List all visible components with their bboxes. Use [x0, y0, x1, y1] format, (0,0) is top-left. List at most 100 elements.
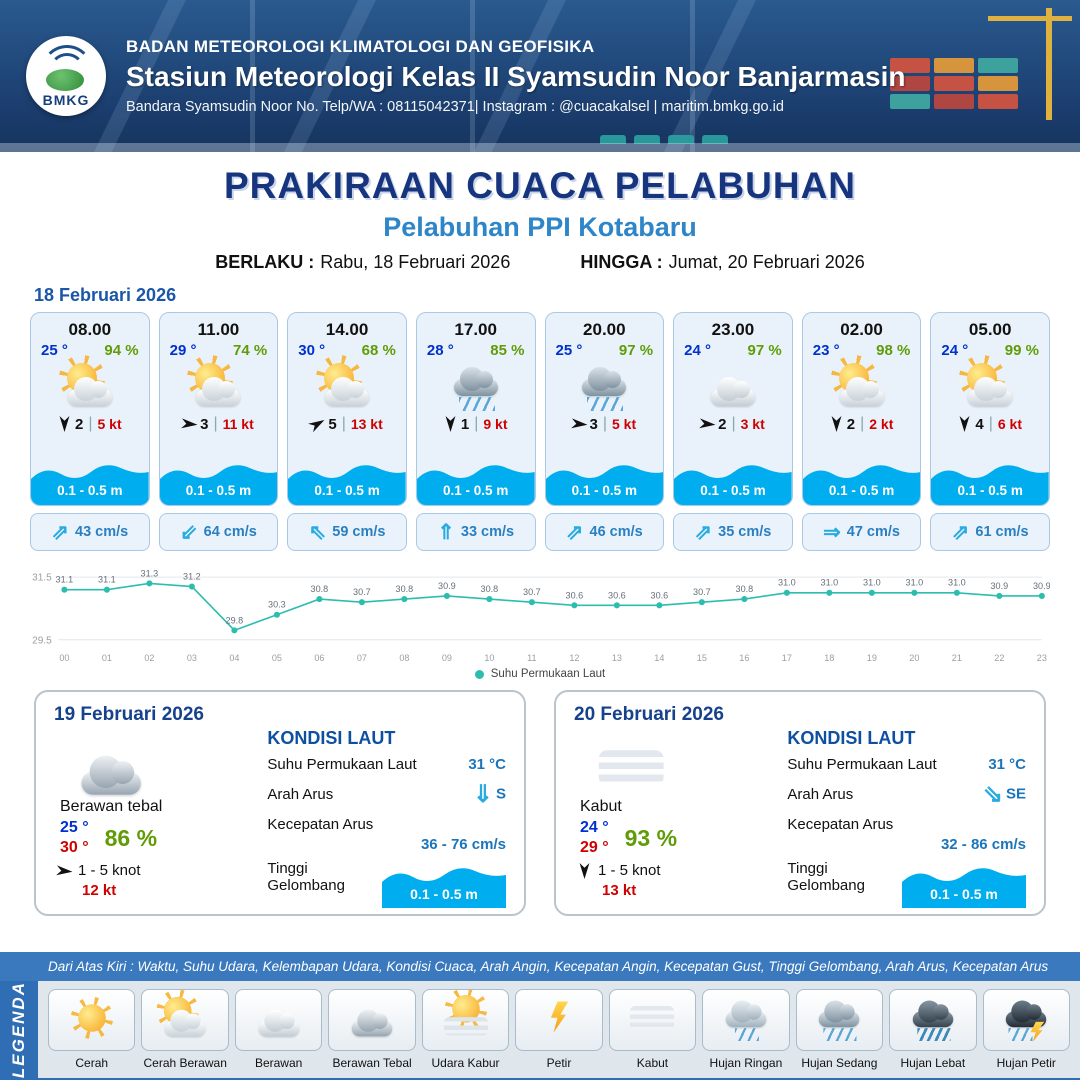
- wave-height: 0.1 - 0.5 m: [957, 483, 1023, 498]
- svg-text:30.8: 30.8: [481, 584, 499, 594]
- berlaku-label: BERLAKU :: [215, 252, 315, 272]
- current-speed: 46 cm/s: [589, 524, 643, 540]
- humidity: 97 %: [618, 342, 654, 359]
- svg-text:05: 05: [272, 653, 282, 663]
- wave-height-band: 0.1 - 0.5 m: [902, 862, 1026, 909]
- air-temperature: 28 °: [426, 342, 454, 359]
- svg-text:30.8: 30.8: [396, 584, 414, 594]
- wind-speed: 13 kt: [350, 416, 383, 432]
- humidity: 93 %: [624, 824, 678, 851]
- forecast-card: 02.00 23 ° 98 % 2 | 2 kt 0.1 - 0.5 m: [801, 312, 922, 506]
- wave-height-band: 0.1 - 0.5 m: [159, 457, 278, 505]
- wind-direction-icon: [699, 417, 716, 431]
- chart-legend: Suhu Permukaan Laut: [30, 668, 1050, 680]
- wave-height-band: 0.1 - 0.5 m: [802, 457, 921, 505]
- legend-weather-icon: [530, 995, 589, 1041]
- current-direction: SE: [1005, 785, 1026, 803]
- sst-label: Suhu Permukaan Laut: [267, 756, 417, 774]
- wind-gust: 13 kt: [602, 882, 637, 900]
- svg-text:30.6: 30.6: [566, 590, 584, 600]
- sst-chart: 31.5 29.5 31.1 00 31.1 01 31.3 02 31.2 03 29.8 04 30…: [30, 561, 1050, 680]
- weather-condition: Berawan tebal: [60, 798, 163, 816]
- sst-label: Suhu Permukaan Laut: [787, 756, 937, 774]
- weather-icon: [958, 355, 1022, 411]
- temp-max: 30 °: [60, 839, 89, 857]
- legend-item: Udara Kabur: [421, 989, 510, 1078]
- current-box: ⇗ 61 cm/s: [930, 513, 1050, 551]
- legend-note: Dari Atas Kiri : Waktu, Suhu Udara, Kele…: [0, 952, 1080, 981]
- current-speed: 59 cm/s: [332, 524, 386, 540]
- wind-direction-icon: [58, 416, 71, 432]
- legend-weather-icon: [623, 995, 682, 1041]
- org-name: BADAN METEOROLOGI KLIMATOLOGI DAN GEOFIS…: [126, 36, 595, 56]
- forecast-column: 14.00 30 ° 68 % 5 | 13 kt 0.1 - 0.5 m ⇖ 59 c…: [287, 312, 407, 551]
- wind-force: 3: [200, 415, 209, 433]
- sst-chart-canvas: 31.5 29.5 31.1 00 31.1 01 31.3 02 31.2 03 29.8 04 30…: [32, 568, 1050, 663]
- page-title: PRAKIRAAN CUACA PELABUHAN: [223, 165, 857, 206]
- legend-label: Kabut: [636, 1056, 669, 1070]
- svg-text:31.2: 31.2: [183, 571, 201, 581]
- forecast-time: 05.00: [968, 320, 1012, 339]
- svg-text:30.3: 30.3: [268, 600, 286, 610]
- svg-text:30.7: 30.7: [353, 587, 371, 597]
- hourly-forecast-row: 08.00 25 ° 94 % 2 | 5 kt 0.1 - 0.5 m ⇗ 43 cm…: [30, 312, 1050, 551]
- forecast-card: 20.00 25 ° 97 % 3 | 5 kt 0.1 - 0.5 m: [544, 312, 665, 506]
- legend-weather-icon: [62, 995, 121, 1041]
- svg-text:21: 21: [952, 653, 962, 663]
- svg-text:10: 10: [484, 653, 494, 663]
- daily-forecast-card: 19 Februari 2026 Berawan tebal 25 ° 30 °…: [34, 690, 526, 917]
- current-speed: 35 cm/s: [718, 524, 772, 540]
- legend-weather-icon: [156, 990, 215, 1041]
- forecast-time: 20.00: [583, 320, 626, 339]
- forecast-card: 23.00 24 ° 97 % 2 | 3 kt 0.1 - 0.5 m: [673, 312, 793, 506]
- wave-height-band: 0.1 - 0.5 m: [931, 457, 1049, 505]
- daily-forecast-row: 19 Februari 2026 Berawan tebal 25 ° 30 °…: [34, 690, 1046, 917]
- wind-direction-icon: [56, 863, 73, 877]
- forecast-column: 17.00 28 ° 85 % 1 | 9 kt 0.1 - 0.5 m ⇑ 33 cm…: [415, 312, 536, 551]
- wind-force: 4: [975, 415, 984, 433]
- wind-speed: 9 kt: [483, 416, 508, 432]
- wind-direction-icon: [830, 416, 843, 432]
- forecast-time: 02.00: [840, 320, 883, 339]
- legend-item: Hujan Petir: [982, 989, 1070, 1078]
- svg-text:29.5: 29.5: [32, 635, 52, 646]
- sst-value: 31 °C: [468, 756, 506, 774]
- sst-value: 31 °C: [988, 756, 1026, 774]
- current-box: ⇗ 43 cm/s: [30, 513, 150, 551]
- forecast-time: 08.00: [68, 320, 112, 339]
- wind-speed: 2 kt: [869, 416, 894, 432]
- wind-direction-icon: [578, 863, 591, 879]
- wind-gust: 12 kt: [82, 882, 117, 900]
- legend-title: LEGENDA: [9, 981, 28, 1079]
- forecast-card: 05.00 24 ° 99 % 4 | 6 kt 0.1 - 0.5 m: [930, 312, 1050, 506]
- forecast-time: 17.00: [454, 320, 497, 339]
- wind-force: 2: [846, 415, 856, 433]
- current-speed: 43 cm/s: [75, 524, 129, 540]
- svg-text:30.9: 30.9: [991, 581, 1009, 591]
- svg-text:30.8: 30.8: [311, 584, 329, 594]
- svg-text:31.0: 31.0: [863, 578, 881, 588]
- svg-text:00: 00: [59, 653, 69, 663]
- legend-weather-icon: [810, 995, 869, 1041]
- air-temperature: 25 °: [41, 342, 68, 359]
- forecast-card: 14.00 30 ° 68 % 5 | 13 kt 0.1 - 0.5 m: [287, 312, 407, 506]
- wind-force: 2: [718, 415, 727, 433]
- current-direction-icon: ⇘: [982, 781, 1003, 809]
- forecast-column: 11.00 29 ° 74 % 3 | 11 kt 0.1 - 0.5 m ⇙ 64 c…: [158, 312, 279, 551]
- chart-legend-label: Suhu Permukaan Laut: [490, 668, 606, 681]
- wind-direction-icon: [444, 416, 457, 432]
- station-contact: Bandara Syamsudin Noor No. Telp/WA : 081…: [126, 99, 784, 116]
- weather-icon: [444, 361, 508, 411]
- wave-height: 0.1 - 0.5 m: [828, 483, 895, 498]
- svg-text:31.0: 31.0: [948, 578, 966, 588]
- temp-max: 29 °: [580, 839, 609, 857]
- svg-text:12: 12: [569, 653, 579, 663]
- svg-text:08: 08: [399, 653, 409, 663]
- sea-conditions-title: KONDISI LAUT: [787, 728, 916, 749]
- wind-direction-icon: [958, 416, 971, 432]
- weather-icon: [68, 734, 154, 802]
- legend-weather-icon: [249, 995, 308, 1041]
- legend-item: Hujan Lebat: [889, 989, 977, 1078]
- svg-text:30.9: 30.9: [438, 581, 456, 591]
- legend-item: Hujan Ringan: [702, 989, 790, 1078]
